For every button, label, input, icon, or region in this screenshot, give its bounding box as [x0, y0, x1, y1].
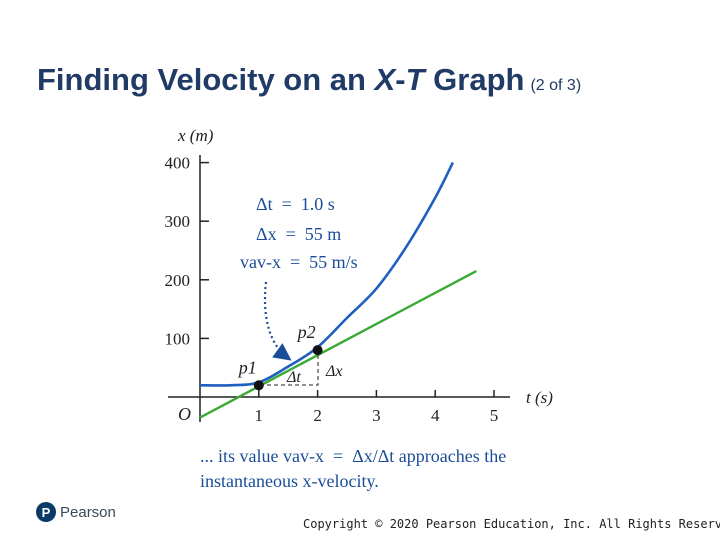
slide-title: Finding Velocity on an X-T Graph (2 of 3) [37, 62, 581, 98]
axis-ticks: 1 2 3 4 5 100 200 300 400 [165, 154, 499, 425]
annotation-delta-t: Δt = 1.0 s [256, 194, 335, 214]
x-tick-label: 2 [313, 406, 322, 425]
point-label-p1: p1 [237, 357, 257, 377]
secant-line [199, 269, 477, 419]
series-layer [199, 162, 477, 419]
x-tick-label: 3 [372, 406, 381, 425]
point-p1 [253, 380, 264, 391]
caption-line-1: ... its value vav-x = Δx/Δt approaches t… [200, 446, 506, 466]
y-tick-label: 300 [165, 212, 191, 231]
delta-x-small: Δx [325, 363, 343, 380]
pearson-logo: P Pearson [36, 502, 116, 522]
point-label-p2: p2 [296, 322, 316, 342]
copyright-notice: Copyright © 2020 Pearson Education, Inc.… [303, 517, 720, 531]
title-t: T [405, 62, 425, 97]
point-p2 [312, 345, 323, 356]
x-tick-label: 4 [431, 406, 440, 425]
origin-label: O [178, 404, 191, 424]
title-part: (2 of 3) [530, 77, 582, 94]
annotation-arrow [263, 281, 292, 361]
caption-line-2: instantaneous x-velocity. [200, 471, 379, 491]
delta-t-small: Δt [286, 369, 301, 386]
y-tick-label: 200 [165, 271, 191, 290]
annotation-velocity: vav-x = 55 m/s [240, 252, 358, 272]
x-tick-label: 5 [490, 406, 499, 425]
annotation-delta-x: Δx = 55 m [256, 224, 341, 244]
y-axis-label: x (m) [177, 126, 214, 145]
delta-t-bracket [260, 352, 319, 386]
pearson-logo-icon: P [36, 502, 56, 522]
title-dash: - [395, 62, 406, 97]
y-tick-label: 400 [165, 154, 191, 173]
x-axis-label: t (s) [526, 388, 553, 407]
y-tick-label: 100 [165, 329, 191, 348]
points-layer: p1 p2 [237, 322, 323, 391]
x-tick-label: 1 [255, 406, 264, 425]
title-pre: Finding Velocity on an [37, 62, 375, 97]
pearson-logo-text: Pearson [60, 503, 116, 521]
title-x: X [374, 62, 396, 97]
position-curve [199, 162, 455, 387]
title-post: Graph [424, 62, 525, 97]
